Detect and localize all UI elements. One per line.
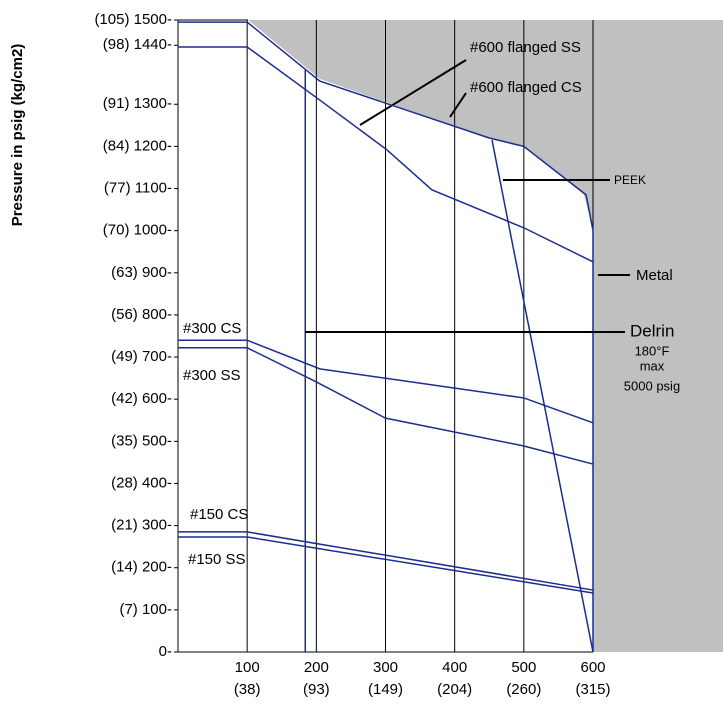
series-label: #600 flanged SS xyxy=(470,39,581,56)
series-label: Metal xyxy=(636,267,673,284)
series-line xyxy=(178,536,594,594)
y-tick-label: (105) 1500- xyxy=(94,11,172,28)
y-tick-label: (49) 700- xyxy=(111,348,172,365)
series-label: #150 SS xyxy=(188,551,246,568)
series-line xyxy=(178,531,594,591)
annotation: max xyxy=(640,358,665,373)
y-tick-label: (7) 100- xyxy=(119,601,172,618)
series-line xyxy=(178,46,594,263)
y-tick-label: (14) 200- xyxy=(111,559,172,576)
x-tick-sublabel: (204) xyxy=(437,681,472,698)
x-tick-label: 400 xyxy=(442,659,467,676)
y-tick-label: (77) 1100- xyxy=(104,180,172,197)
series-line xyxy=(178,339,594,424)
y-tick-label: (98) 1440- xyxy=(103,36,172,53)
series-label: PEEK xyxy=(614,173,646,187)
x-tick-sublabel: (93) xyxy=(303,681,330,698)
x-tick-label: 600 xyxy=(580,659,605,676)
y-tick-label: (35) 500- xyxy=(111,432,172,449)
series-line xyxy=(178,347,594,465)
y-tick-label: (91) 1300- xyxy=(103,95,172,112)
y-tick-label: (63) 900- xyxy=(111,264,172,281)
series-line xyxy=(491,139,594,653)
series-label: #300 SS xyxy=(183,367,241,384)
x-tick-label: 300 xyxy=(373,659,398,676)
x-tick-sublabel: (260) xyxy=(506,681,541,698)
series-label: Delrin xyxy=(630,321,674,340)
y-tick-label: (28) 400- xyxy=(111,474,172,491)
x-tick-label: 100 xyxy=(235,659,260,676)
annotation: 5000 psig xyxy=(624,378,680,393)
y-tick-label: (21) 300- xyxy=(111,517,172,534)
y-tick-label: (70) 1000- xyxy=(103,222,172,239)
series-label: #300 CS xyxy=(183,320,241,337)
annotation: 180°F xyxy=(635,343,670,358)
x-tick-sublabel: (315) xyxy=(575,681,610,698)
x-tick-sublabel: (149) xyxy=(368,681,403,698)
x-tick-sublabel: (38) xyxy=(234,681,261,698)
x-tick-label: 200 xyxy=(304,659,329,676)
y-tick-label: (42) 600- xyxy=(111,390,172,407)
label-pointer xyxy=(449,92,467,118)
x-tick-label: 500 xyxy=(511,659,536,676)
series-label: #150 CS xyxy=(190,506,248,523)
series-label: #600 flanged CS xyxy=(470,79,582,96)
label-pointer xyxy=(359,59,467,126)
rating-limit-area xyxy=(248,20,723,652)
y-tick-label: (84) 1200- xyxy=(103,137,172,154)
y-tick-label: (56) 800- xyxy=(111,306,172,323)
series-line xyxy=(178,21,594,231)
y-axis-title: Pressure in psig (kg/cm2) xyxy=(9,44,26,227)
y-tick-label: 0- xyxy=(159,643,172,660)
